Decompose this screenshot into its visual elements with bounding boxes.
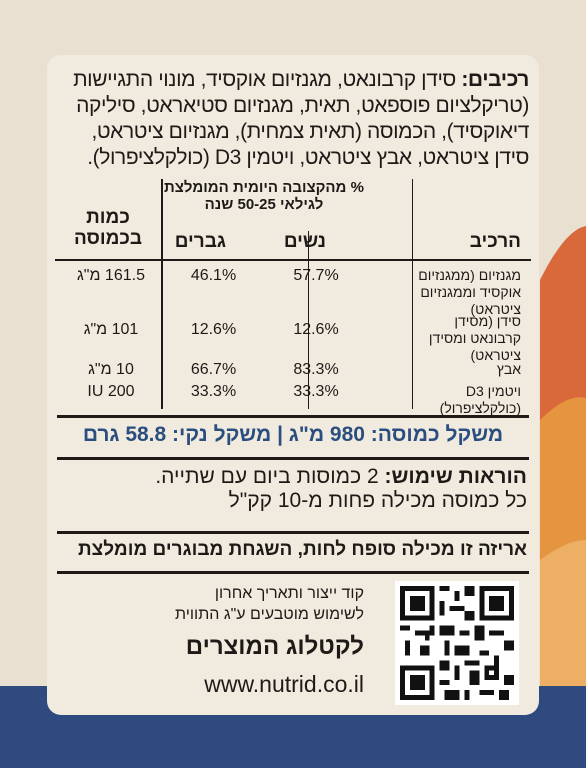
- row-amount: 10 מ"ג: [88, 361, 134, 378]
- warning-text: אריזה זו מכילה סופח לחות, השגחת מבוגרים …: [78, 539, 527, 560]
- ingredients-label: רכיבים:: [461, 68, 529, 91]
- divider: [57, 415, 529, 418]
- header-divider: [55, 259, 531, 261]
- row-men: 66.7%: [190, 361, 237, 378]
- col-divider: [411, 179, 413, 409]
- header-daily-value: % מהקצובה היומית המומלצת לגילאי 50-25 שנ…: [164, 179, 364, 213]
- production-note: קוד ייצור ותאריך אחרון לשימוש מוטבעים ע"…: [175, 585, 364, 623]
- header-men: גברים: [174, 231, 226, 252]
- website-link[interactable]: www.nutrid.co.il: [204, 671, 364, 697]
- divider: [57, 457, 529, 460]
- qr-code-icon[interactable]: [395, 581, 519, 705]
- divider: [57, 571, 529, 574]
- usage-line-2: כל כמוסה מכילה פחות מ-10 קק"ל: [228, 489, 527, 512]
- catalog-title: לקטלוג המוצרים: [185, 633, 364, 660]
- row-women: 83.3%: [293, 361, 339, 378]
- header-amount: כמות בכמוסה: [73, 207, 143, 249]
- row-ingredient: ויטמין D3 (כולקלציפרול): [439, 383, 521, 416]
- header-women: נשים: [283, 231, 326, 252]
- divider: [57, 531, 529, 534]
- col-divider: [161, 179, 163, 409]
- row-men: 33.3%: [190, 383, 237, 400]
- capsule-weight: משקל כמוסה: 980 מ"ג | משקל נקי: 58.8 גרם: [82, 423, 504, 446]
- row-women: 12.6%: [293, 321, 339, 338]
- row-women: 33.3%: [293, 383, 339, 400]
- ingredients-text: רכיבים: סידן קרבונאט, מגנזיום אוקסיד, מו…: [55, 67, 529, 171]
- header-ingredient: הרכיב: [469, 231, 521, 252]
- usage-label: הוראות שימוש:: [384, 465, 527, 488]
- row-amount: 200 IU: [87, 383, 135, 400]
- row-ingredient: מגנזיום (ממגנזיום אוקסיד וממגנזיום ציטרא…: [418, 267, 521, 317]
- usage-instructions: הוראות שימוש: 2 כמוסות ביום עם שתייה. כל…: [57, 465, 527, 513]
- row-women: 57.7%: [293, 267, 339, 284]
- row-ingredient: אבץ: [496, 361, 521, 377]
- row-amount: 161.5 מ"ג: [77, 267, 145, 284]
- usage-line-1: 2 כמוסות ביום עם שתייה.: [155, 465, 379, 488]
- col-divider: [307, 231, 309, 409]
- row-men: 12.6%: [190, 321, 237, 338]
- nutrition-table: % מהקצובה היומית המומלצת לגילאי 50-25 שנ…: [55, 179, 531, 416]
- ingredients-list: סידן קרבונאט, מגנזיום אוקסיד, מונוי התגי…: [73, 68, 529, 169]
- row-men: 46.1%: [190, 267, 237, 284]
- label-card: רכיבים: סידן קרבונאט, מגנזיום אוקסיד, מו…: [47, 55, 539, 715]
- row-amount: 101 מ"ג: [83, 321, 139, 338]
- row-ingredient: סידן (מסידן קרבונאט ומסידן ציטראט): [428, 313, 521, 363]
